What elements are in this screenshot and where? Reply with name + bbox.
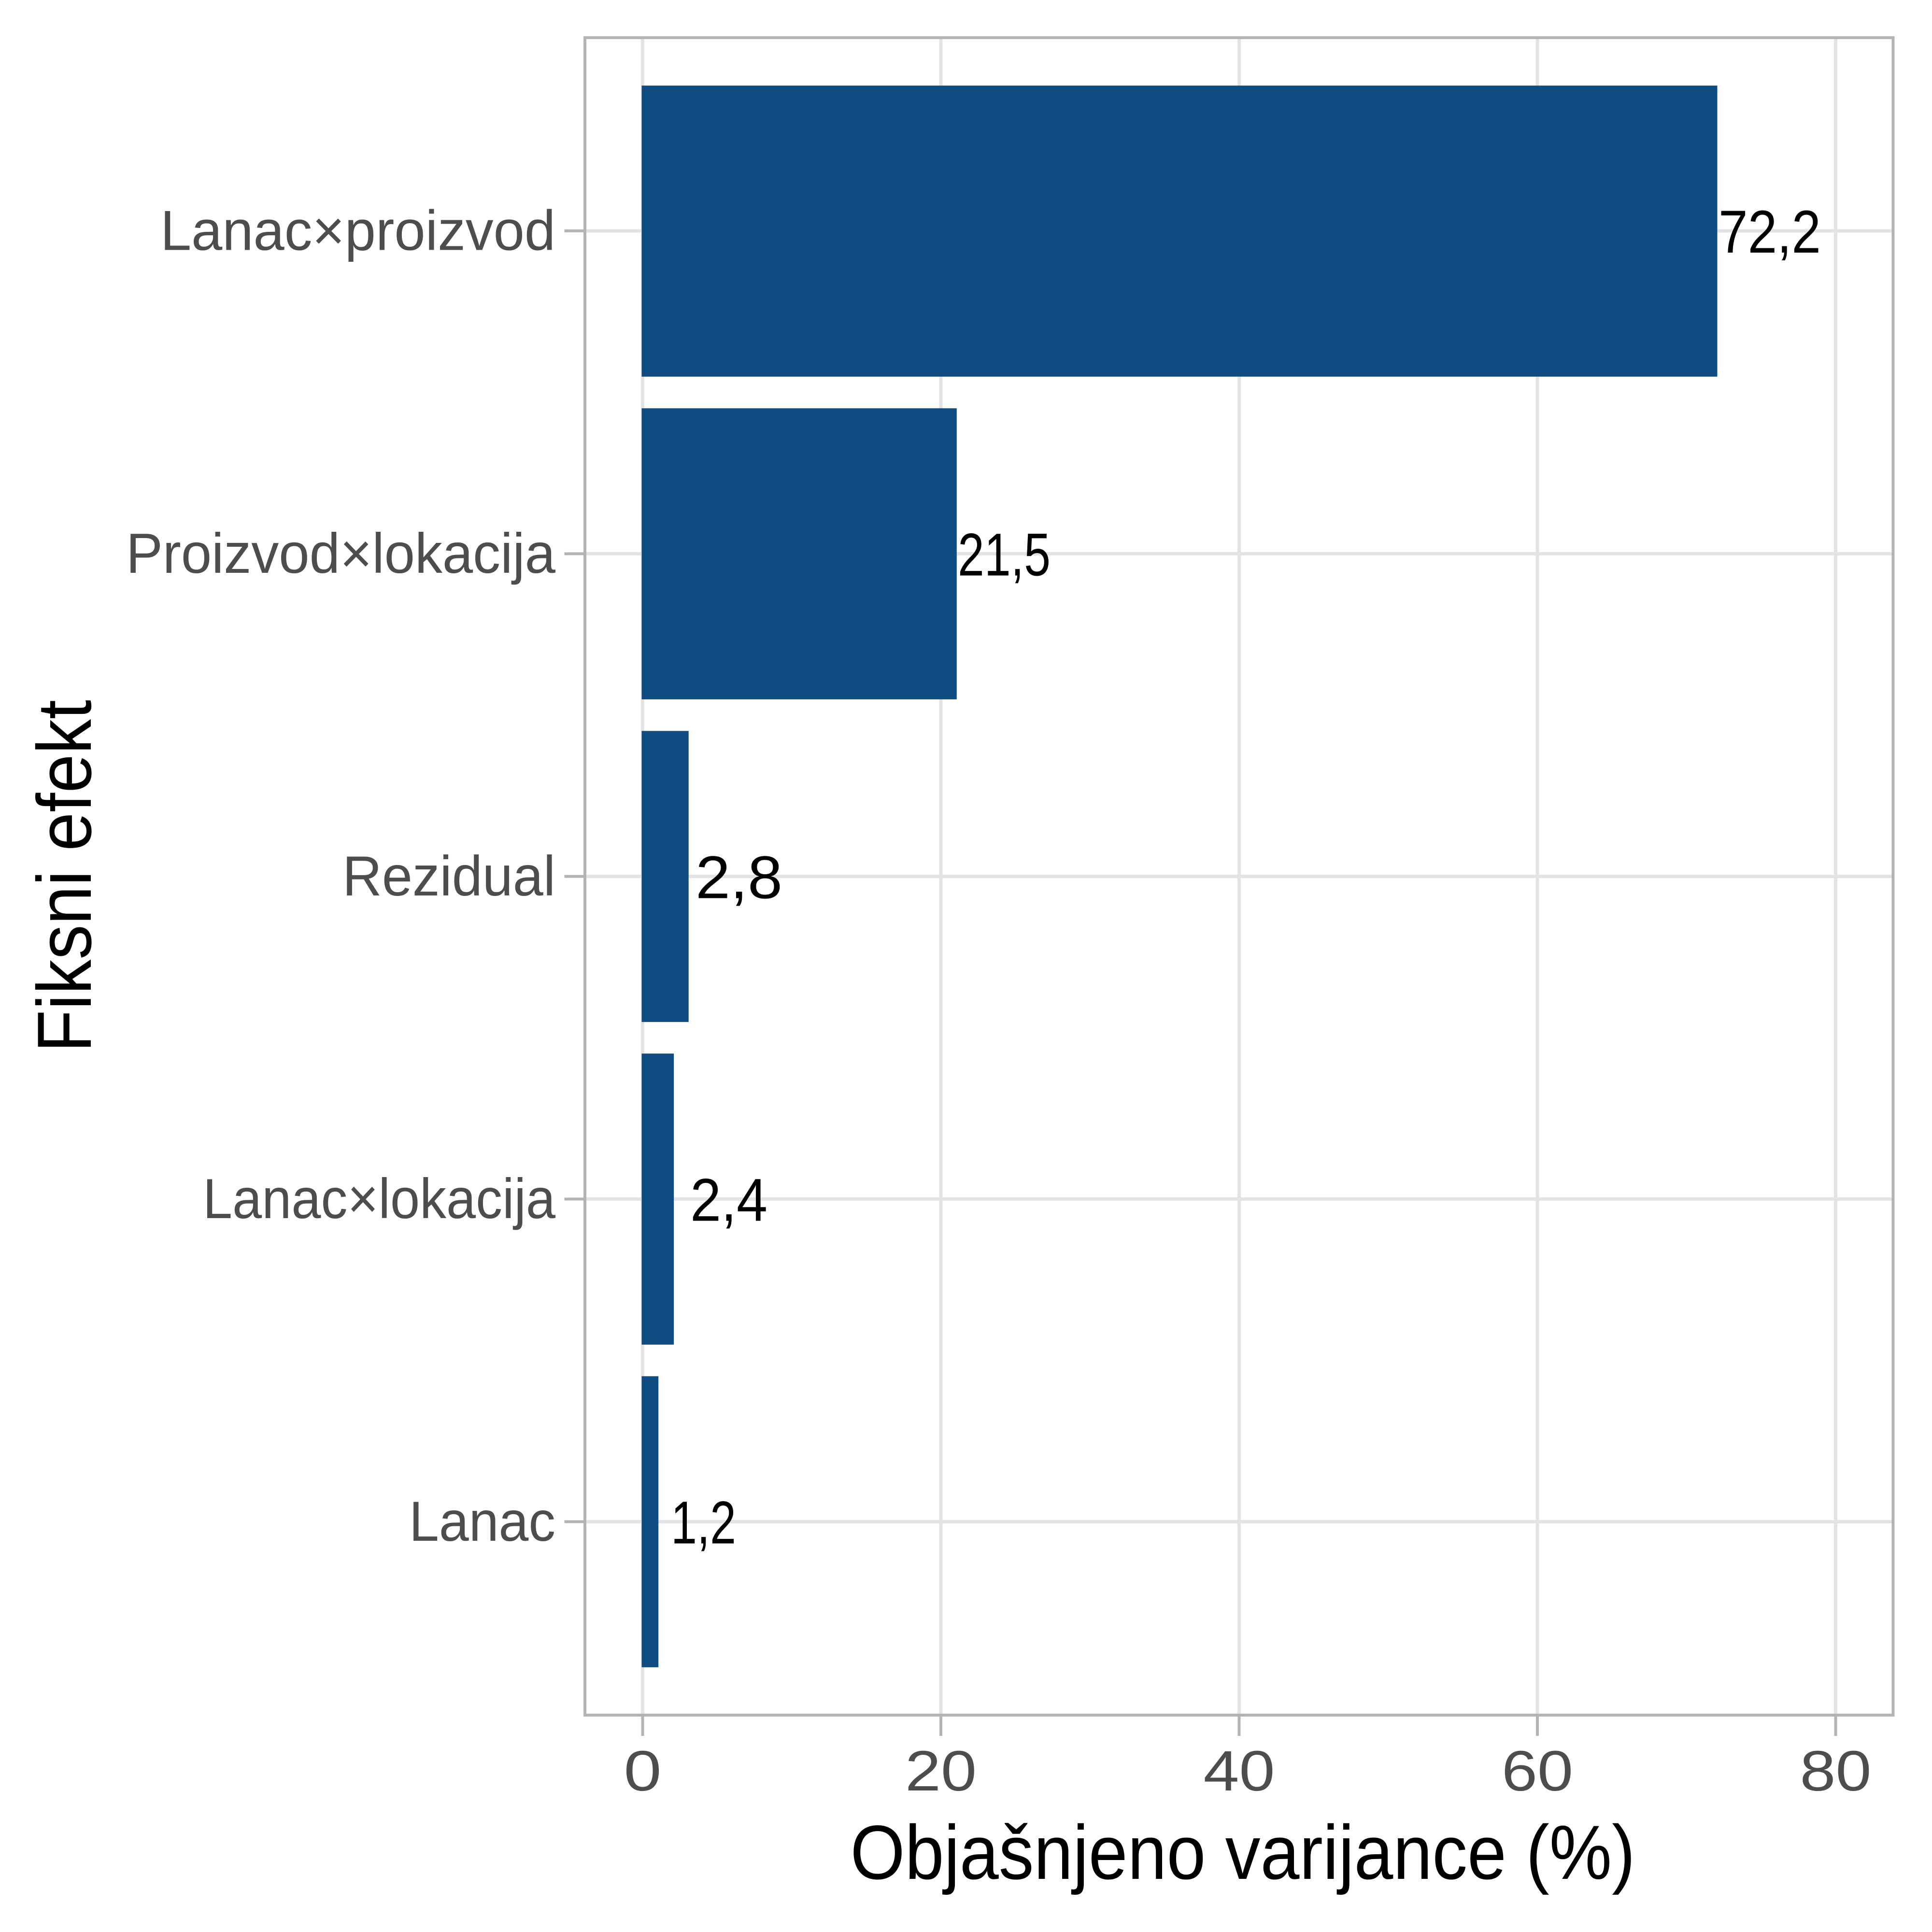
svg-text:0: 0 bbox=[624, 1739, 662, 1803]
svg-text:Fiksni efekt: Fiksni efekt bbox=[21, 700, 107, 1052]
svg-text:Lanac: Lanac bbox=[409, 1490, 555, 1553]
svg-text:Lanac×proizvod: Lanac×proizvod bbox=[160, 199, 555, 262]
svg-text:72,2: 72,2 bbox=[1719, 199, 1821, 266]
svg-text:Proizvod×lokacija: Proizvod×lokacija bbox=[126, 522, 556, 585]
svg-text:60: 60 bbox=[1502, 1739, 1573, 1803]
svg-text:40: 40 bbox=[1204, 1739, 1275, 1803]
svg-text:2,4: 2,4 bbox=[690, 1167, 767, 1234]
svg-text:80: 80 bbox=[1800, 1739, 1872, 1803]
svg-text:1,2: 1,2 bbox=[671, 1490, 736, 1557]
svg-text:2,8: 2,8 bbox=[696, 844, 782, 911]
svg-text:20: 20 bbox=[905, 1739, 977, 1803]
svg-text:Lanac×lokacija: Lanac×lokacija bbox=[203, 1167, 556, 1230]
svg-text:21,5: 21,5 bbox=[958, 522, 1051, 589]
svg-text:Objašnjeno varijance (%): Objašnjeno varijance (%) bbox=[851, 1809, 1635, 1895]
svg-text:Rezidual: Rezidual bbox=[342, 844, 555, 908]
